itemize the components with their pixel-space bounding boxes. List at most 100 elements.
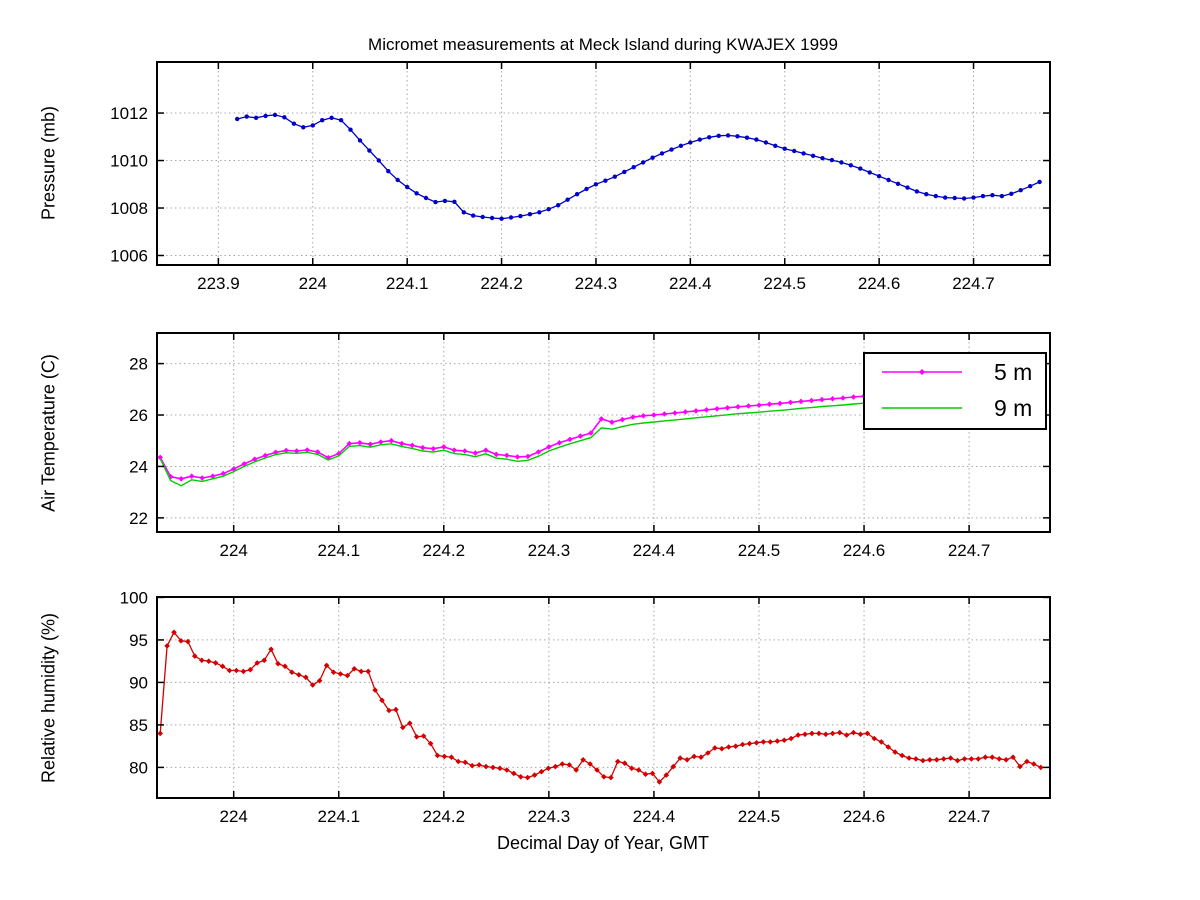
relative-humidity-marker (961, 756, 968, 762)
x-tick-label: 224.6 (858, 274, 901, 293)
relative-humidity-marker (677, 755, 683, 761)
air-temperature-marker (840, 395, 846, 401)
pressure-marker (848, 163, 853, 168)
relative-humidity-marker (1003, 757, 1009, 763)
relative-humidity-marker (760, 739, 767, 745)
relative-humidity-marker (171, 629, 177, 636)
relative-humidity-marker (933, 757, 940, 763)
pressure-marker (810, 153, 816, 158)
y-tick-label: 95 (129, 631, 148, 650)
x-tick-label: 224.6 (843, 541, 886, 560)
pressure-marker (357, 138, 363, 143)
relative-humidity-marker (247, 666, 254, 673)
air-temperature-marker (157, 454, 163, 461)
relative-humidity-marker (580, 757, 586, 763)
pressure-marker (640, 160, 646, 165)
relative-humidity-marker (1017, 763, 1023, 770)
pressure-marker (895, 181, 901, 186)
relative-humidity-marker (538, 768, 545, 775)
pressure-marker (763, 140, 769, 145)
relative-humidity-marker (420, 733, 427, 739)
relative-humidity-marker (344, 672, 351, 679)
relative-humidity-marker (816, 730, 822, 737)
air-temperature-marker (409, 442, 416, 449)
air-temperature-marker (766, 401, 773, 407)
x-tick-label: 224.2 (480, 274, 523, 293)
air-temperature-marker (567, 436, 573, 443)
relative-humidity-marker (531, 772, 538, 778)
relative-humidity-marker (504, 767, 510, 773)
air-temperature-marker (230, 466, 237, 472)
relative-humidity-marker (400, 724, 406, 731)
pressure-marker (395, 177, 400, 183)
relative-humidity-marker (164, 643, 170, 649)
air-temperature-marker (661, 411, 668, 417)
x-axis-label: Decimal Day of Year, GMT (496, 833, 710, 853)
x-tick-label: 224.4 (633, 541, 676, 560)
relative-humidity-marker (823, 731, 829, 738)
relative-humidity-marker (954, 757, 961, 764)
relative-humidity-marker (219, 663, 226, 670)
air-temperature-marker (609, 419, 615, 425)
relative-humidity-marker (836, 729, 843, 736)
pressure-marker (782, 146, 787, 151)
relative-humidity-marker (427, 740, 434, 747)
relative-humidity-marker (497, 765, 503, 772)
legend-line-sample-5m (882, 369, 962, 375)
pressure-marker (489, 215, 495, 221)
legend-label-5m: 5 m (994, 358, 1033, 385)
air-temperature-marker (167, 473, 174, 480)
x-tick-label: 224 (299, 274, 327, 293)
y-tick-label: 100 (120, 588, 148, 607)
pressure-marker (433, 199, 438, 205)
relative-humidity-marker (448, 754, 455, 760)
air-temperature-marker (651, 412, 657, 418)
pressure-marker (499, 216, 504, 221)
relative-humidity-marker (746, 740, 753, 747)
relative-humidity-marker (552, 763, 559, 770)
relative-humidity-marker (781, 737, 787, 743)
pressure-marker (603, 178, 608, 183)
pressure-marker (263, 113, 268, 119)
air-temperature-marker (399, 440, 405, 447)
pressure-marker (829, 157, 835, 163)
temperature-y-axis-label: Air Temperature (C) (38, 354, 59, 512)
pressure-marker (659, 151, 665, 156)
relative-humidity-marker (205, 658, 212, 664)
pressure-y-axis-label: Pressure (mb) (38, 105, 59, 221)
pressure-marker (282, 115, 287, 120)
air-temperature-marker (483, 447, 489, 453)
y-tick-label: 26 (129, 406, 148, 425)
y-tick-label: 1010 (110, 152, 148, 171)
air-temperature-marker (745, 403, 752, 409)
relative-humidity-marker (282, 663, 288, 670)
relative-humidity-marker (199, 657, 205, 664)
relative-humidity-marker (996, 756, 1002, 762)
pressure-marker (291, 121, 297, 126)
pressure-marker (744, 135, 750, 140)
air-temperature-marker (441, 444, 447, 450)
pressure-marker (905, 185, 910, 190)
relative-humidity-marker (379, 697, 385, 704)
pressure-marker (971, 195, 976, 200)
pressure-marker (272, 112, 278, 118)
pressure-marker (329, 115, 334, 121)
x-tick-label: 224.3 (575, 274, 618, 293)
relative-humidity-marker (927, 757, 933, 763)
pressure-marker (990, 193, 995, 198)
pressure-marker (556, 203, 561, 208)
y-tick-label: 1006 (110, 247, 148, 266)
air-temperature-marker (514, 454, 521, 460)
relative-humidity-marker (469, 762, 475, 769)
relative-humidity-marker (739, 741, 746, 748)
x-tick-label: 224.1 (318, 541, 361, 560)
air-temperature-marker (756, 402, 762, 408)
relative-humidity-marker (802, 731, 808, 738)
relative-humidity-marker (698, 754, 704, 760)
air-temperature-marker (388, 437, 395, 444)
pressure-marker (442, 198, 448, 204)
air-temperature-marker (209, 473, 216, 479)
relative-humidity-marker (795, 732, 801, 738)
relative-humidity-marker (774, 738, 781, 744)
relative-humidity-marker (892, 749, 898, 755)
